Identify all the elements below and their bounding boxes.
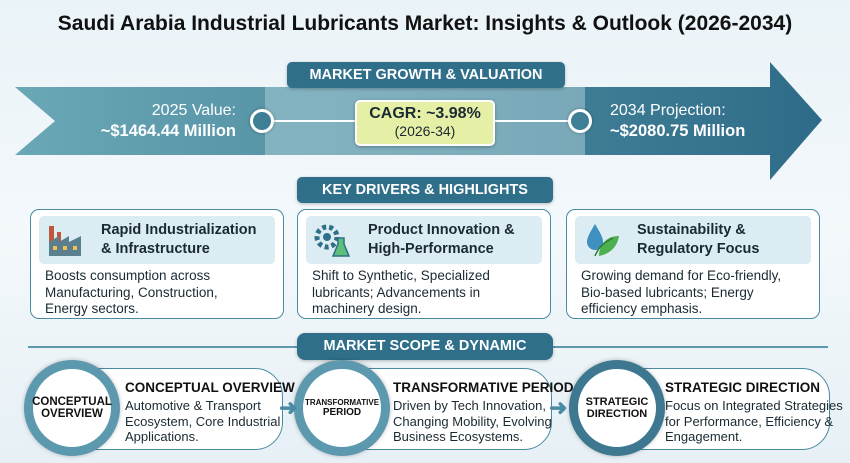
stage-title: TRANSFORMATIVE PERIOD (393, 380, 574, 395)
card-body: Boosts consumption across (45, 268, 211, 283)
key-drivers-banner: KEY DRIVERS & HIGHLIGHTS (297, 177, 553, 203)
cagr-box: CAGR: ~3.98% (2026-34) (355, 100, 495, 146)
stage-body: for Performance, Efficiency & (665, 413, 834, 429)
card-body: machinery design. (312, 301, 422, 316)
factory-icon (49, 226, 81, 256)
card-body: Manufacturing, Construction, (45, 284, 218, 300)
start-label: 2025 Value: (151, 102, 236, 119)
end-value: ~$2080.75 Million (610, 122, 746, 140)
cagr-period: (2026-34) (394, 123, 456, 139)
driver-card: Sustainability & Regulatory Focus Growing… (566, 209, 820, 319)
stage-body: Business Ecosystems. (393, 429, 524, 444)
stage-body: Ecosystem, Core Industrial (125, 413, 281, 429)
card-body: Shift to Synthetic, Specialized (312, 268, 490, 283)
stage-title: STRATEGIC DIRECTION (665, 380, 820, 395)
circle-label: OVERVIEW (41, 408, 103, 420)
card-title: Sustainability & (637, 222, 746, 238)
circle-label: CONCEPTUAL (32, 396, 112, 408)
stage-circle: TRANSFORMATIVE PERIOD (294, 360, 390, 456)
end-label: 2034 Projection: (610, 102, 726, 119)
leaf-drop-icon (587, 224, 619, 257)
card-title: Product Innovation & (368, 222, 515, 238)
arrow-right-icon: ➜ (279, 395, 298, 420)
driver-card: Product Innovation & High-Performance Shi… (297, 209, 551, 319)
stage-body: Applications. (125, 429, 199, 444)
card-body: lubricants; Advancements in (312, 284, 481, 300)
card-body: Energy sectors. (45, 301, 139, 316)
timeline-node (568, 109, 592, 133)
stage-circle: CONCEPTUAL OVERVIEW (24, 360, 120, 456)
circle-label: STRATEGIC (585, 396, 649, 408)
stage-body: Driven by Tech Innovation, (393, 398, 546, 413)
circle-label: PERIOD (322, 407, 362, 418)
stage-circle: STRATEGIC DIRECTION (569, 360, 665, 456)
stage-text: STRATEGIC DIRECTION Focus on Integrated S… (665, 380, 843, 445)
market-scope-banner: MARKET SCOPE & DYNAMIC (297, 333, 553, 360)
cagr-value: CAGR: ~3.98% (369, 105, 481, 122)
start-value-block: 2025 Value: ~$1464.44 Million (80, 101, 236, 142)
timeline-node (250, 109, 274, 133)
gear-flask-icon (314, 224, 351, 257)
stage-body: Automotive & Transport (125, 398, 261, 413)
card-title: & Infrastructure (101, 241, 210, 257)
stage-body: Focus on Integrated Strategies (665, 398, 843, 413)
stage-body: Engagement. (665, 429, 743, 444)
circle-label: TRANSFORMATIVE (304, 398, 380, 407)
end-value-block: 2034 Projection: ~$2080.75 Million (610, 101, 745, 142)
stage-title: CONCEPTUAL OVERVIEW (125, 380, 295, 395)
driver-card: Rapid Industrialization & Infrastructure … (30, 209, 284, 319)
arrow-right-icon: ➜ (549, 395, 568, 420)
card-body: efficiency emphasis. (581, 301, 703, 316)
stage-body: Changing Mobility, Evolving (393, 413, 552, 429)
page-title: Saudi Arabia Industrial Lubricants Marke… (57, 12, 793, 35)
card-title: High-Performance (368, 241, 494, 257)
market-growth-banner: MARKET GROWTH & VALUATION (287, 62, 565, 88)
stage-text: TRANSFORMATIVE PERIOD Driven by Tech Inno… (393, 380, 574, 445)
card-title: Rapid Industrialization (101, 222, 257, 238)
stage-text: CONCEPTUAL OVERVIEW Automotive & Transpor… (125, 380, 295, 445)
circle-label: DIRECTION (586, 408, 648, 420)
card-body: Bio-based lubricants; Energy (581, 284, 754, 300)
card-body: Growing demand for Eco-friendly, (581, 268, 782, 283)
start-value: ~$1464.44 Million (100, 122, 236, 140)
card-title: Regulatory Focus (637, 241, 760, 257)
